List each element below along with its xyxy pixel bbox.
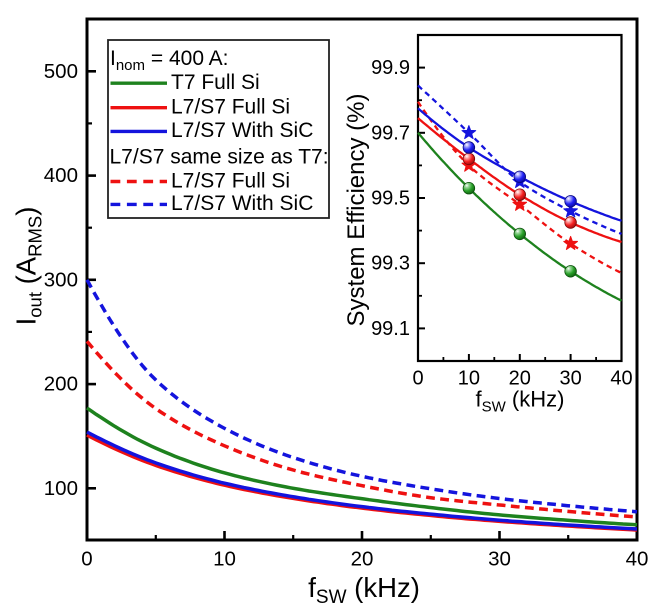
svg-text:L7/S7 With SiC: L7/S7 With SiC bbox=[171, 119, 313, 142]
svg-text:40: 40 bbox=[610, 368, 632, 390]
svg-text:20: 20 bbox=[351, 548, 374, 571]
svg-text:20: 20 bbox=[509, 368, 531, 390]
svg-text:100: 100 bbox=[44, 477, 78, 500]
svg-text:0: 0 bbox=[412, 368, 423, 390]
svg-text:99.5: 99.5 bbox=[371, 188, 410, 210]
svg-text:99.7: 99.7 bbox=[371, 122, 410, 144]
svg-text:40: 40 bbox=[626, 548, 649, 571]
svg-text:30: 30 bbox=[488, 548, 511, 571]
svg-text:L7/S7 With SiC: L7/S7 With SiC bbox=[171, 192, 313, 215]
svg-text:99.9: 99.9 bbox=[371, 57, 410, 79]
svg-text:fSW (kHz): fSW (kHz) bbox=[308, 572, 420, 608]
svg-text:L7/S7 same size as T7:: L7/S7 same size as T7: bbox=[110, 146, 329, 169]
svg-text:400: 400 bbox=[44, 164, 78, 187]
svg-text:L7/S7 Full Si: L7/S7 Full Si bbox=[171, 96, 290, 119]
svg-text:System Efficiency (%): System Efficiency (%) bbox=[343, 94, 370, 327]
svg-text:T7 Full Si: T7 Full Si bbox=[171, 71, 260, 94]
svg-text:10: 10 bbox=[213, 548, 236, 571]
svg-text:0: 0 bbox=[81, 548, 92, 571]
svg-text:L7/S7 Full Si: L7/S7 Full Si bbox=[171, 169, 290, 192]
svg-text:10: 10 bbox=[458, 368, 480, 390]
svg-text:500: 500 bbox=[44, 60, 78, 83]
svg-text:99.1: 99.1 bbox=[371, 318, 410, 340]
svg-text:99.3: 99.3 bbox=[371, 253, 410, 275]
svg-text:300: 300 bbox=[44, 268, 78, 291]
svg-text:30: 30 bbox=[559, 368, 581, 390]
svg-text:200: 200 bbox=[44, 373, 78, 396]
